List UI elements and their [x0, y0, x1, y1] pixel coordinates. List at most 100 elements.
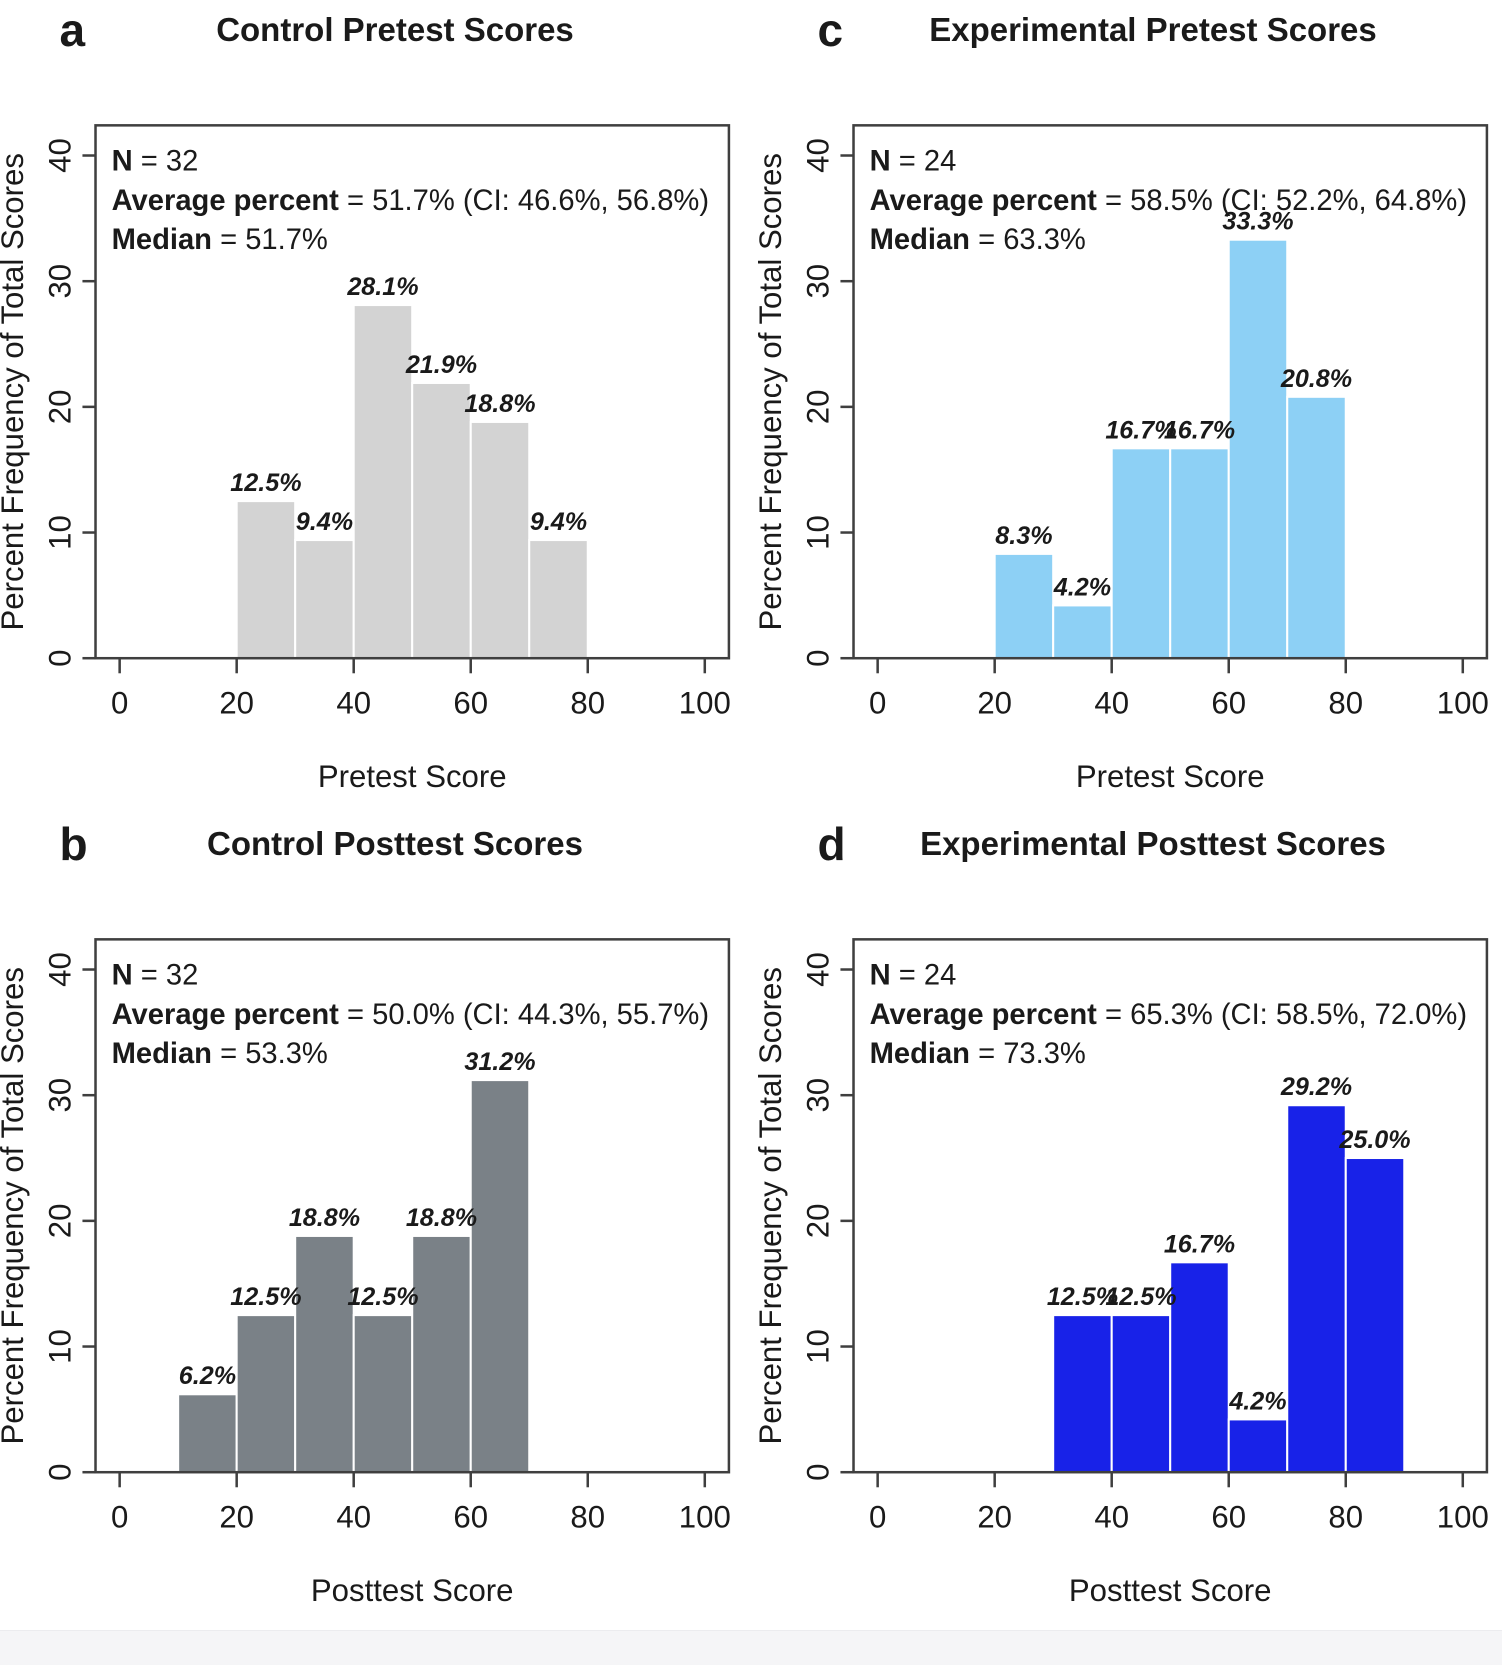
x-tick-label: 100 — [679, 686, 731, 721]
y-tick-label: 20 — [801, 1204, 836, 1239]
y-axis-title: Percent Frequency of Total Scores — [0, 153, 30, 630]
panel-a: a Control Pretest Scores 0 10 20 30 40 0 20 40 6… — [0, 4, 744, 812]
histogram-bar — [993, 552, 1055, 660]
bar-value-label: 18.8% — [406, 1204, 477, 1232]
stats-line: N = 24 — [870, 146, 957, 178]
bar-value-label: 16.7% — [1164, 1230, 1235, 1258]
x-tick-label: 60 — [1211, 1500, 1246, 1535]
stats-line: Median = 53.3% — [112, 1038, 328, 1070]
stats-line: Median = 63.3% — [870, 224, 1086, 256]
y-tick-label: 20 — [801, 390, 836, 425]
y-axis-title: Percent Frequency of Total Scores — [0, 967, 30, 1444]
bar-value-label: 18.8% — [289, 1204, 360, 1232]
x-axis-title: Posttest Score — [1069, 1573, 1272, 1608]
stats-label: N — [870, 146, 891, 178]
panel-a-title: Control Pretest Scores — [216, 11, 574, 48]
x-tick-label: 60 — [453, 1500, 488, 1535]
stats-label: Median — [870, 224, 970, 256]
stats-value: = 50.0% (CI: 44.3%, 55.7%) — [339, 999, 709, 1031]
histogram-bar — [1052, 1314, 1113, 1474]
histogram-bar — [1286, 1104, 1347, 1474]
panel-d-letter: d — [817, 818, 846, 871]
y-tick-label: 0 — [43, 1464, 78, 1481]
stats-value: = 58.5% (CI: 52.2%, 64.8%) — [1097, 185, 1467, 217]
bar-value-label: 4.2% — [1228, 1387, 1286, 1415]
y-tick-label: 40 — [43, 138, 78, 173]
y-axis-title: Percent Frequency of Total Scores — [758, 153, 788, 630]
bar-value-label: 25.0% — [1338, 1126, 1410, 1154]
bar-value-label: 9.4% — [530, 508, 587, 536]
y-tick-label: 0 — [801, 650, 836, 667]
bottom-strip — [0, 1630, 1502, 1665]
x-tick-label: 60 — [453, 686, 488, 721]
bar-value-label: 12.5% — [1047, 1283, 1118, 1311]
stats-value: = 51.7% (CI: 46.6%, 56.8%) — [339, 185, 709, 217]
bar-value-label: 33.3% — [1222, 208, 1293, 236]
x-tick-label: 80 — [570, 686, 605, 721]
panel-b-letter: b — [59, 818, 88, 871]
panel-b: b Control Posttest Scores 0 10 20 30 40 0 20 40… — [0, 818, 744, 1626]
histogram-bar — [411, 1234, 472, 1474]
y-tick-label: 30 — [43, 264, 78, 299]
stats-value: = 32 — [133, 960, 199, 992]
x-axis-title: Pretest Score — [1076, 759, 1265, 794]
stats-line: Median = 73.3% — [870, 1038, 1086, 1070]
stats-value: = 63.3% — [970, 224, 1086, 256]
x-axis-title: Pretest Score — [318, 759, 507, 794]
y-axis-title: Percent Frequency of Total Scores — [758, 967, 788, 1444]
bar-value-label: 29.2% — [1280, 1073, 1352, 1101]
panel-c-title: Experimental Pretest Scores — [929, 11, 1377, 48]
stats-label: Average percent — [870, 999, 1098, 1031]
x-tick-label: 100 — [679, 1500, 731, 1535]
stats-line: Average percent = 65.3% (CI: 58.5%, 72.0… — [870, 999, 1467, 1031]
histogram-bar — [294, 539, 355, 660]
y-tick-label: 0 — [801, 1464, 836, 1481]
bar-value-label: 6.2% — [179, 1362, 236, 1390]
panel-grid: a Control Pretest Scores 0 10 20 30 40 0 20 40 6… — [0, 4, 1502, 1626]
bar-value-label: 8.3% — [995, 522, 1052, 550]
y-tick-label: 10 — [801, 1329, 836, 1364]
panel-b-title: Control Posttest Scores — [207, 825, 583, 863]
stats-value: = 53.3% — [212, 1038, 328, 1070]
y-tick-label: 10 — [801, 515, 836, 550]
bar-value-label: 28.1% — [346, 273, 418, 301]
histogram-bar — [235, 1314, 297, 1474]
stats-line: Median = 51.7% — [112, 224, 328, 256]
stats-label: Median — [870, 1038, 970, 1070]
histogram-svg-d: 0 10 20 30 40 0 20 40 60 80 100 12.5%12.5% 16.7% 4.2%… — [758, 938, 1489, 1608]
panel-c-letter: c — [817, 4, 844, 56]
histogram-bar — [352, 304, 414, 660]
x-tick-label: 40 — [336, 1500, 371, 1535]
histogram-bar — [1169, 447, 1230, 660]
y-tick-label: 40 — [43, 952, 78, 987]
stats-line: Average percent = 58.5% (CI: 52.2%, 64.8… — [870, 185, 1467, 217]
stats-label: Average percent — [870, 185, 1098, 217]
histogram-svg-c: 0 10 20 30 40 0 20 40 60 80 100 8.3%4.2% 16.7%16.7% 3… — [758, 124, 1489, 794]
panel-a-plot: 0 10 20 30 40 0 20 40 60 80 100 12.5% 9.4% 28.1% 21.9%… — [0, 60, 744, 812]
bar-value-label: 9.4% — [296, 508, 353, 536]
x-tick-label: 20 — [219, 686, 254, 721]
histogram-bar — [1052, 604, 1113, 660]
y-tick-label: 10 — [43, 1329, 78, 1364]
panel-c-plot: 0 10 20 30 40 0 20 40 60 80 100 8.3% 4.2% 16.7% 16.7% 3… — [758, 60, 1502, 812]
panel-c: c Experimental Pretest Scores 0 10 20 30 40 0… — [758, 4, 1502, 812]
stats-label: Median — [112, 224, 212, 256]
stats-line: Average percent = 51.7% (CI: 46.6%, 56.8… — [112, 185, 709, 217]
panel-d-header: d Experimental Posttest Scores — [758, 818, 1502, 874]
x-tick-label: 60 — [1211, 686, 1246, 721]
histogram-bar — [1110, 1314, 1172, 1474]
stats-value: = 24 — [891, 146, 957, 178]
histogram-bar — [1286, 395, 1347, 660]
stats-line: N = 32 — [112, 146, 199, 178]
bar-value-label: 18.8% — [464, 390, 535, 418]
x-tick-label: 100 — [1437, 1500, 1489, 1535]
y-tick-label: 40 — [801, 138, 836, 173]
stats-label: Median — [112, 1038, 212, 1070]
y-tick-label: 30 — [43, 1078, 78, 1113]
panel-a-header: a Control Pretest Scores — [0, 4, 744, 60]
histogram-bar — [1227, 1418, 1289, 1474]
plot-frame — [94, 124, 731, 660]
plot-frame — [852, 124, 1489, 660]
stats-label: Average percent — [112, 185, 340, 217]
